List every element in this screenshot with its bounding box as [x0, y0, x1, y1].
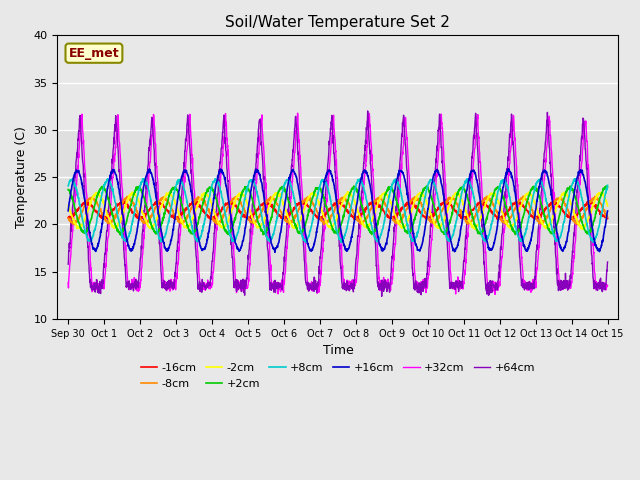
+32cm: [589, 236, 596, 241]
+64cm: [589, 260, 596, 266]
-8cm: [327, 214, 335, 219]
+2cm: [116, 232, 124, 238]
-8cm: [71, 222, 79, 228]
+64cm: [65, 261, 72, 267]
Line: +2cm: +2cm: [68, 186, 607, 235]
+8cm: [337, 240, 345, 245]
+32cm: [327, 147, 335, 153]
Legend: -16cm, -8cm, -2cm, +2cm, +8cm, +16cm, +32cm, +64cm: -16cm, -8cm, -2cm, +2cm, +8cm, +16cm, +3…: [136, 359, 540, 393]
+64cm: [604, 259, 611, 265]
+64cm: [326, 125, 334, 131]
+2cm: [312, 185, 320, 191]
Line: +16cm: +16cm: [68, 169, 607, 252]
Line: +8cm: +8cm: [68, 179, 607, 242]
+64cm: [312, 286, 320, 292]
-8cm: [588, 197, 596, 203]
+2cm: [65, 187, 72, 192]
+32cm: [65, 280, 72, 286]
+16cm: [604, 208, 611, 214]
+32cm: [490, 284, 497, 289]
-2cm: [579, 227, 587, 232]
+8cm: [588, 236, 596, 241]
-8cm: [604, 215, 611, 220]
+64cm: [92, 280, 100, 286]
-16cm: [92, 208, 100, 214]
+16cm: [312, 229, 320, 235]
-2cm: [588, 205, 596, 211]
Y-axis label: Temperature (C): Temperature (C): [15, 126, 28, 228]
-16cm: [604, 216, 611, 221]
+16cm: [271, 250, 278, 255]
+32cm: [294, 110, 301, 116]
Line: -16cm: -16cm: [68, 201, 607, 220]
+16cm: [327, 169, 335, 175]
-8cm: [589, 198, 596, 204]
-2cm: [65, 203, 72, 209]
+16cm: [92, 249, 100, 254]
+8cm: [211, 176, 219, 181]
Line: -2cm: -2cm: [68, 192, 607, 229]
-2cm: [589, 205, 596, 211]
X-axis label: Time: Time: [323, 344, 353, 357]
+16cm: [65, 208, 72, 214]
+64cm: [364, 108, 372, 114]
-16cm: [589, 201, 596, 207]
-2cm: [312, 192, 320, 198]
-2cm: [344, 189, 351, 195]
+2cm: [490, 193, 497, 199]
+64cm: [588, 261, 596, 267]
-16cm: [327, 205, 335, 211]
+32cm: [604, 283, 611, 288]
-16cm: [65, 215, 72, 220]
Title: Soil/Water Temperature Set 2: Soil/Water Temperature Set 2: [225, 15, 451, 30]
-8cm: [65, 215, 72, 221]
+16cm: [505, 166, 513, 172]
+64cm: [378, 293, 385, 299]
+32cm: [588, 238, 596, 244]
+2cm: [588, 225, 596, 230]
-16cm: [588, 201, 596, 206]
-16cm: [135, 217, 143, 223]
+8cm: [327, 197, 335, 203]
+2cm: [589, 223, 596, 228]
+2cm: [92, 199, 100, 205]
-8cm: [92, 198, 100, 204]
+2cm: [604, 184, 611, 190]
-8cm: [313, 208, 321, 214]
+16cm: [588, 224, 596, 230]
+32cm: [312, 286, 320, 292]
+8cm: [490, 213, 497, 219]
+32cm: [92, 284, 100, 289]
-2cm: [92, 190, 100, 195]
+2cm: [423, 183, 431, 189]
-16cm: [313, 215, 321, 220]
-8cm: [306, 193, 314, 199]
+8cm: [604, 182, 611, 188]
-2cm: [604, 203, 611, 209]
Line: +64cm: +64cm: [68, 111, 607, 296]
Line: +32cm: +32cm: [68, 113, 607, 294]
Text: EE_met: EE_met: [68, 47, 119, 60]
+32cm: [492, 291, 499, 297]
+8cm: [312, 196, 320, 202]
+2cm: [327, 220, 335, 226]
Bar: [58, 130, 618, 272]
-16cm: [121, 198, 129, 204]
+8cm: [65, 183, 72, 189]
-16cm: [490, 212, 497, 218]
-2cm: [326, 225, 334, 231]
+16cm: [490, 243, 497, 249]
+16cm: [589, 226, 596, 232]
Line: -8cm: -8cm: [68, 196, 607, 225]
-2cm: [490, 192, 497, 198]
+64cm: [490, 283, 497, 288]
+8cm: [589, 236, 596, 242]
+8cm: [92, 223, 100, 229]
-8cm: [490, 203, 497, 208]
